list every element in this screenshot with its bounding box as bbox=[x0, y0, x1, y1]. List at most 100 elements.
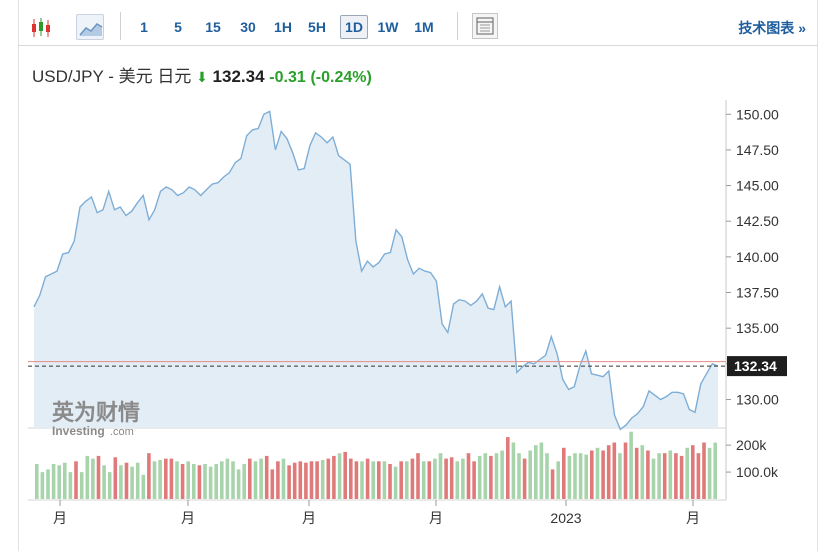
volume-bar bbox=[534, 445, 538, 499]
volume-bar bbox=[550, 469, 555, 499]
volume-bar bbox=[158, 460, 162, 499]
x-tick-label: 2023 bbox=[550, 510, 581, 526]
volume-bar bbox=[231, 461, 235, 499]
volume-bar bbox=[679, 455, 684, 499]
timeframe-5h-button[interactable]: 5H bbox=[308, 19, 326, 35]
layout-icon[interactable] bbox=[472, 13, 498, 39]
symbol-title: USD/JPY - 美元 日元 bbox=[32, 67, 192, 86]
volume-bar bbox=[410, 458, 415, 499]
volume-bar bbox=[337, 453, 342, 499]
volume-bar bbox=[393, 466, 398, 499]
timeframe-1w-button[interactable]: 1W bbox=[377, 19, 399, 35]
volume-bar bbox=[601, 450, 605, 499]
volume-bar bbox=[562, 447, 566, 499]
volume-bar bbox=[685, 447, 689, 499]
reference-lines: 132.34 bbox=[28, 356, 787, 377]
volume-bar bbox=[46, 469, 50, 499]
volume-bar bbox=[51, 464, 56, 499]
timeframe-1m-button[interactable]: 1M bbox=[414, 19, 434, 35]
volume-bar bbox=[595, 447, 600, 499]
volume-bar bbox=[63, 462, 67, 499]
volume-bar bbox=[96, 455, 101, 499]
volume-bar bbox=[197, 465, 202, 499]
volume-bar bbox=[556, 461, 560, 499]
volume-bar bbox=[119, 465, 123, 499]
volume-bar bbox=[651, 458, 656, 499]
volume-bar bbox=[35, 464, 39, 499]
volume-bar bbox=[287, 465, 291, 499]
timeframe-5-button[interactable]: 5 bbox=[174, 19, 182, 35]
volume-bar bbox=[343, 451, 347, 499]
volume-bar bbox=[147, 453, 151, 499]
y-tick-label: 147.50 bbox=[736, 142, 779, 158]
timeframe-30-button[interactable]: 30 bbox=[240, 19, 256, 35]
volume-bar bbox=[85, 455, 90, 499]
volume-bar bbox=[253, 461, 258, 499]
volume-bar bbox=[91, 458, 95, 499]
volume-bar bbox=[141, 474, 146, 499]
volume-bar bbox=[421, 461, 426, 499]
volume-bar bbox=[522, 458, 527, 499]
volume-bar bbox=[371, 461, 375, 499]
volume-bar bbox=[135, 462, 140, 499]
x-tick-label: 月 bbox=[302, 510, 316, 526]
volume-bars: 200k 100.0k bbox=[35, 431, 779, 499]
volume-bar bbox=[164, 458, 168, 499]
volume-bar bbox=[662, 453, 667, 499]
volume-bar bbox=[578, 453, 583, 499]
volume-bar bbox=[433, 458, 437, 499]
current-price-badge bbox=[727, 356, 787, 377]
volume-bar bbox=[388, 464, 392, 499]
current-price-label: 132.34 bbox=[734, 358, 777, 374]
volume-bar bbox=[500, 450, 504, 499]
timeframe-1-button[interactable]: 1 bbox=[140, 19, 148, 35]
y-tick-label: 130.00 bbox=[736, 391, 779, 407]
y-tick-label: 135.00 bbox=[736, 320, 779, 336]
volume-bar bbox=[298, 461, 303, 499]
volume-bar bbox=[113, 457, 118, 499]
volume-bar bbox=[696, 453, 701, 499]
volume-bar bbox=[186, 461, 190, 499]
volume-bar bbox=[57, 465, 61, 499]
volume-bar bbox=[707, 447, 712, 499]
volume-bar bbox=[612, 442, 617, 499]
volume-bar bbox=[640, 445, 645, 499]
timeframe-1h-button[interactable]: 1H bbox=[274, 19, 292, 35]
y-tick-label: 137.50 bbox=[736, 285, 779, 301]
candlestick-icon[interactable] bbox=[26, 14, 54, 40]
volume-bar bbox=[377, 461, 381, 499]
volume-bar bbox=[169, 458, 174, 499]
y-tick-label: 145.00 bbox=[736, 178, 779, 194]
investing-watermark: 英为财情 Investing .com bbox=[52, 400, 140, 438]
volume-bar bbox=[180, 464, 185, 499]
timeframe-15-button[interactable]: 15 bbox=[205, 19, 221, 35]
x-axis: 月 月 月 月 2023 月 bbox=[53, 500, 700, 526]
volume-bar bbox=[214, 464, 218, 499]
volume-bar bbox=[320, 460, 325, 499]
volume-bar bbox=[472, 461, 476, 499]
y-tick-label: 140.00 bbox=[736, 249, 779, 265]
volume-bar bbox=[668, 450, 673, 499]
price-area bbox=[34, 111, 718, 430]
volume-bar bbox=[360, 461, 364, 499]
volume-tick-label: 100.0k bbox=[736, 464, 779, 480]
timeframe-1d-button[interactable]: 1D bbox=[340, 15, 368, 39]
watermark-suffix: .com bbox=[110, 426, 134, 438]
volume-bar bbox=[276, 461, 280, 499]
volume-bar bbox=[466, 453, 471, 499]
volume-bar bbox=[259, 458, 263, 499]
volume-bar bbox=[438, 453, 443, 499]
volume-bar bbox=[461, 458, 465, 499]
toolbar-divider bbox=[457, 12, 458, 40]
price-change-percent: (-0.24%) bbox=[310, 69, 372, 86]
volume-bar bbox=[130, 466, 134, 499]
volume-bar bbox=[405, 461, 409, 499]
volume-bar bbox=[326, 458, 331, 499]
volume-bar bbox=[702, 442, 706, 499]
volume-bar bbox=[40, 472, 45, 499]
volume-bar bbox=[517, 453, 521, 499]
technical-chart-link[interactable]: 技术图表 » bbox=[738, 20, 806, 36]
area-chart-icon[interactable] bbox=[76, 14, 104, 40]
volume-bar bbox=[449, 457, 454, 499]
